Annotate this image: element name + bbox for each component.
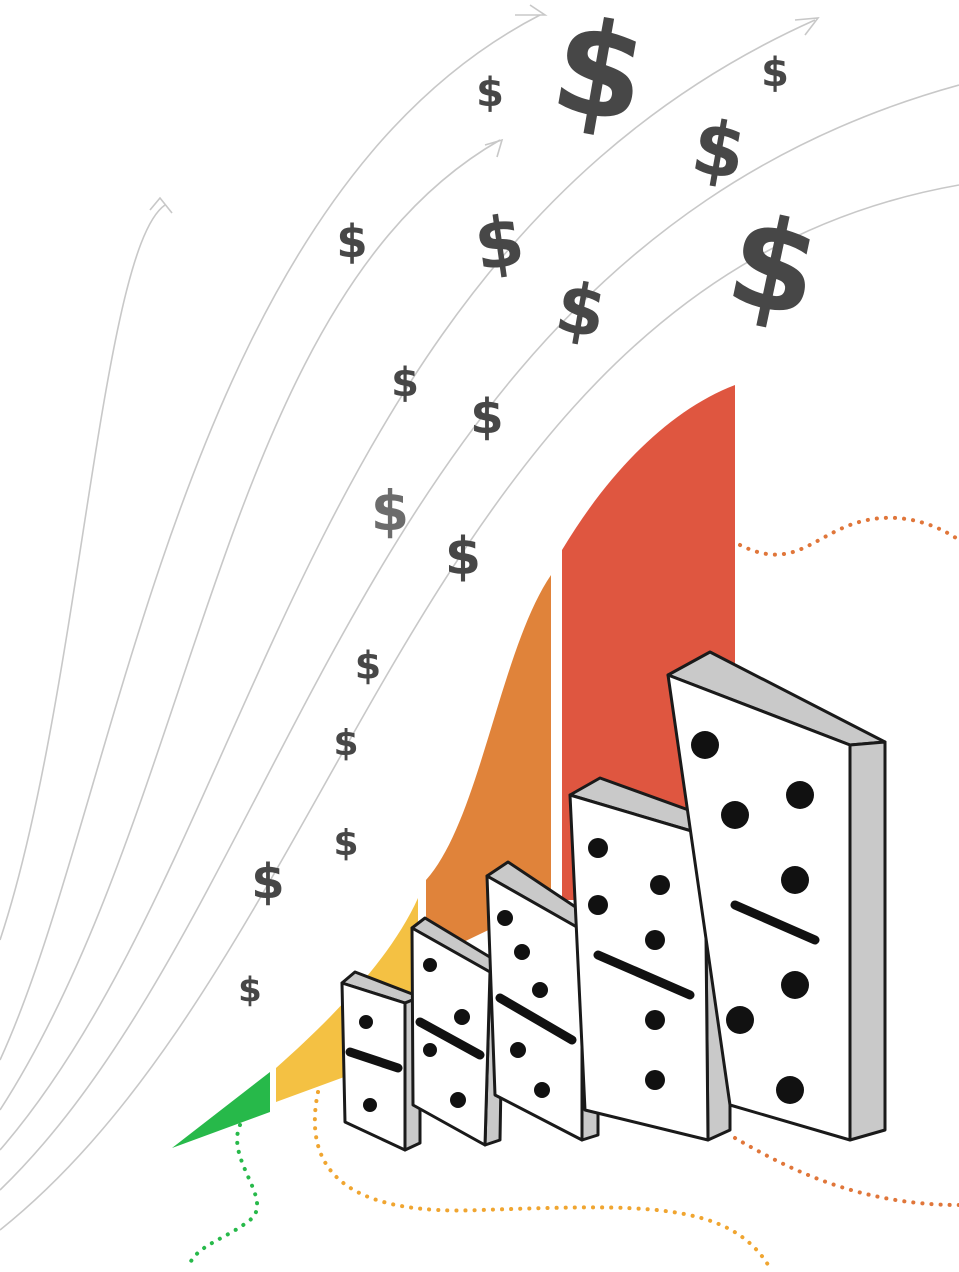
page: $ $ $ $ $ $ $ $ $ $ $ $ $ $ $ $ $ (0, 0, 959, 1272)
pip (691, 731, 719, 759)
dollar-sign: $ (761, 50, 789, 96)
dollar-sign: $ (716, 187, 831, 347)
dollar-sign: $ (336, 215, 367, 268)
pip (645, 1070, 665, 1090)
dollar-sign: $ (550, 265, 612, 354)
dollar-sign: $ (355, 644, 381, 688)
dollar-sign: $ (371, 479, 409, 543)
dotted-line (735, 1138, 959, 1205)
pip (588, 838, 608, 858)
pip (423, 958, 437, 972)
pip (645, 930, 665, 950)
pip (776, 1076, 804, 1104)
arrow-head (515, 5, 545, 15)
dollar-sign: $ (470, 389, 503, 445)
band-green (172, 1072, 270, 1148)
dollar-sign: $ (686, 102, 753, 198)
arrow-head (485, 140, 502, 157)
pip (786, 781, 814, 809)
pip (645, 1010, 665, 1030)
dollar-sign: $ (238, 971, 262, 1011)
domino-side (850, 742, 885, 1140)
domino (342, 972, 420, 1150)
dollar-sign: $ (542, 0, 657, 153)
pip (510, 1042, 526, 1058)
dotted-line (188, 1125, 257, 1268)
pip (497, 910, 513, 926)
pip (726, 1006, 754, 1034)
pip (534, 1082, 550, 1098)
dollar-sign: $ (469, 199, 529, 287)
dollar-sign: $ (445, 527, 481, 587)
illustration: $ $ $ $ $ $ $ $ $ $ $ $ $ $ $ $ $ (0, 0, 959, 1272)
dotted-line (740, 518, 959, 555)
pip (588, 895, 608, 915)
dollar-sign: $ (391, 360, 419, 406)
pip (532, 982, 548, 998)
arrow-head (150, 198, 172, 213)
pip (721, 801, 749, 829)
dollar-sign: $ (251, 854, 284, 910)
pip (781, 866, 809, 894)
curve (0, 205, 165, 940)
pip (781, 971, 809, 999)
pip (423, 1043, 437, 1057)
dollar-sign: $ (476, 70, 504, 116)
pip (650, 875, 670, 895)
pip (450, 1092, 466, 1108)
pip (454, 1009, 470, 1025)
pip (514, 944, 530, 960)
dollar-sign: $ (333, 723, 358, 764)
pip (363, 1098, 377, 1112)
dollar-sign: $ (333, 823, 358, 864)
pip (359, 1015, 373, 1029)
